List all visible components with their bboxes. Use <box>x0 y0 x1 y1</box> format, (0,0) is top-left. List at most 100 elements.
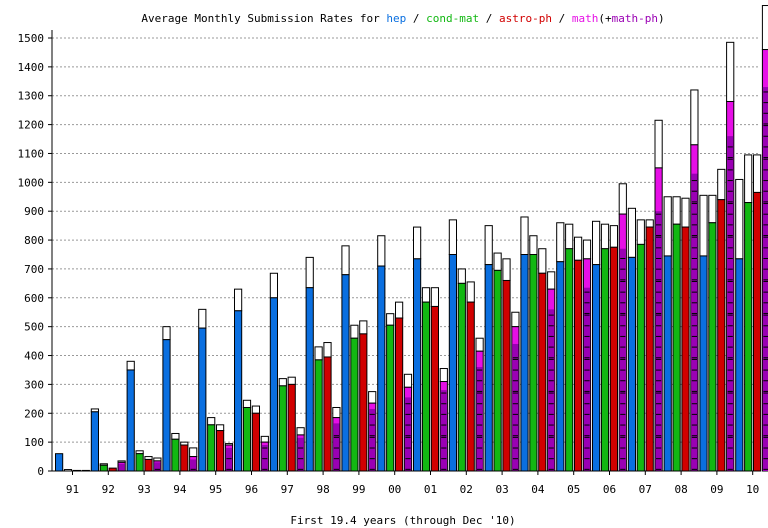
bar-cond-mat <box>636 243 645 472</box>
total-bar-hep <box>126 360 135 371</box>
total-bar-hep <box>520 216 529 255</box>
bar-math-ph <box>440 390 447 471</box>
total-bar-math <box>618 183 627 215</box>
chart-title: Average Monthly Submission Rates for hep… <box>141 12 664 25</box>
bar-astro-ph <box>717 199 726 472</box>
bar-math-ph <box>369 408 376 471</box>
x-tick-label: 07 <box>639 483 652 496</box>
x-tick-label: 95 <box>209 483 222 496</box>
total-bar-astro-ph <box>717 168 726 201</box>
x-tick-label: 09 <box>710 483 723 496</box>
bar-math-ph <box>727 136 734 471</box>
total-bar-cond-mat <box>744 154 753 204</box>
total-bar-cond-mat <box>242 399 252 408</box>
y-tick-label: 300 <box>24 378 44 391</box>
bar-hep <box>341 274 350 472</box>
total-bar-astro-ph <box>538 248 547 274</box>
total-bar-math <box>439 368 448 383</box>
total-bar-astro-ph <box>430 287 439 307</box>
bar-astro-ph <box>681 226 690 472</box>
y-tick-label: 600 <box>24 292 44 305</box>
title-prefix: Average Monthly Submission Rates for <box>141 12 386 25</box>
x-tick-label: 99 <box>352 483 365 496</box>
total-bar-cond-mat <box>171 432 180 440</box>
total-bar-astro-ph <box>753 154 762 193</box>
bar-cond-mat <box>744 202 753 472</box>
y-tick-label: 1400 <box>18 61 45 74</box>
total-bar-math <box>726 41 735 103</box>
bar-hep <box>55 453 64 472</box>
title-astro-ph: astro-ph <box>499 12 552 25</box>
total-bar-cond-mat <box>386 313 395 326</box>
total-bar-astro-ph <box>395 301 404 319</box>
total-bar-cond-mat <box>207 417 216 426</box>
total-bar-cond-mat <box>529 235 538 255</box>
bar-cond-mat <box>708 222 717 472</box>
total-bar-math <box>403 373 413 388</box>
y-tick-label: 700 <box>24 263 44 276</box>
bar-math-ph <box>297 437 304 471</box>
title-math-ph: math-ph <box>612 12 658 25</box>
bar-hep <box>699 255 708 472</box>
x-tick-label: 08 <box>674 483 687 496</box>
total-bar-hep <box>269 272 278 299</box>
total-bar-cond-mat <box>314 346 323 361</box>
title-sep-3: / <box>552 12 572 25</box>
bar-cond-mat <box>457 282 466 472</box>
bar-astro-ph <box>395 317 404 472</box>
title-math-close: ) <box>658 12 665 25</box>
bar-hep <box>484 264 493 472</box>
bar-math-ph <box>333 423 340 471</box>
total-bar-hep <box>305 256 314 289</box>
title-sep-2: / <box>479 12 499 25</box>
y-tick-label: 100 <box>24 436 44 449</box>
total-bar-cond-mat <box>708 194 717 224</box>
bar-cond-mat <box>350 337 359 472</box>
bar-astro-ph <box>287 383 296 472</box>
total-bar-cond-mat <box>278 378 287 387</box>
bar-astro-ph <box>753 191 762 472</box>
bar-astro-ph <box>609 246 618 472</box>
total-bar-hep <box>556 222 565 263</box>
total-bar-astro-ph <box>502 258 511 281</box>
bar-astro-ph <box>251 412 261 472</box>
bar-hep <box>162 339 171 472</box>
total-bar-astro-ph <box>466 281 475 303</box>
bar-hep <box>269 297 278 472</box>
x-tick-label: 06 <box>603 483 616 496</box>
bar-astro-ph <box>502 279 511 472</box>
total-bar-math <box>475 337 484 352</box>
bar-cond-mat <box>135 453 144 472</box>
total-bar-cond-mat <box>672 196 681 225</box>
total-bar-astro-ph <box>323 342 332 358</box>
bar-hep <box>90 411 100 472</box>
bar-hep <box>126 369 135 472</box>
bar-cond-mat <box>278 385 287 472</box>
bar-cond-mat <box>171 438 180 472</box>
bar-math-ph <box>762 87 768 471</box>
bar-astro-ph <box>645 226 654 472</box>
bar-cond-mat <box>207 424 216 472</box>
bar-hep <box>556 261 565 472</box>
x-tick-label: 05 <box>567 483 580 496</box>
y-axis-ticks: 0 100 200 300 400 500 600 700 800 900 1000 1100 1200… <box>18 32 52 478</box>
total-bar-astro-ph <box>287 376 296 385</box>
total-bar-astro-ph <box>681 197 690 228</box>
x-tick-label: 93 <box>137 483 150 496</box>
bar-astro-ph <box>574 259 583 472</box>
bar-cond-mat <box>421 301 431 472</box>
total-bar-hep <box>162 326 171 341</box>
bar-math-ph <box>548 309 555 471</box>
bar-cond-mat <box>314 359 323 472</box>
bar-cond-mat <box>242 406 252 472</box>
total-bar-hep <box>413 226 422 260</box>
total-bar-math <box>654 119 663 169</box>
y-tick-label: 400 <box>24 350 44 363</box>
bar-cond-mat <box>99 464 108 472</box>
total-bar-cond-mat <box>600 223 610 250</box>
y-tick-label: 1300 <box>18 90 45 103</box>
bar-cond-mat <box>565 248 574 472</box>
y-tick-label: 800 <box>24 234 44 247</box>
x-tick-label: 01 <box>424 483 437 496</box>
bar-hep <box>592 264 601 472</box>
